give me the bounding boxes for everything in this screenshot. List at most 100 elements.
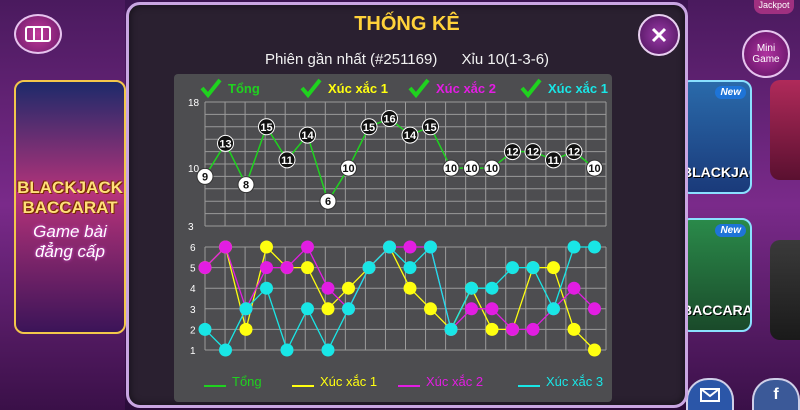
game-tile-partial[interactable] xyxy=(770,240,800,340)
total-point-label: 9 xyxy=(202,171,208,183)
total-y-tick-label: 3 xyxy=(188,222,194,233)
game-tile-blackjack[interactable]: New BLACKJACK xyxy=(680,80,752,194)
total-point-label: 16 xyxy=(383,114,395,126)
dice-y-tick-label: 6 xyxy=(190,243,196,254)
checkbox-checked-icon xyxy=(200,78,222,98)
legend-item-tong: Tổng xyxy=(204,374,262,389)
session-id: (#251169) xyxy=(370,51,438,68)
legend-toggles: Tổng Xúc xắc 1 Xúc xắc 2 Xúc xắc 1 xyxy=(174,78,612,100)
dice-point-1 xyxy=(342,281,355,295)
legend-toggle-dice-1[interactable]: Xúc xắc 1 xyxy=(300,78,388,98)
legend-toggle-tong[interactable]: Tổng xyxy=(200,78,260,98)
total-point xyxy=(217,134,234,152)
dice-point-2 xyxy=(198,261,212,275)
dice-point-3 xyxy=(403,261,417,275)
dice-point-2 xyxy=(301,240,314,254)
legend-toggle-dice-2[interactable]: Xúc xắc 2 xyxy=(408,78,496,98)
dice-point-1 xyxy=(485,322,499,336)
jackpot-tab[interactable]: Jackpot xyxy=(754,0,794,14)
dice-point-2 xyxy=(506,322,519,336)
promo-line-3: Game bài xyxy=(33,222,107,241)
dice-point-2 xyxy=(465,302,478,316)
dice-point-2 xyxy=(588,302,601,316)
dice-point-1 xyxy=(260,240,273,254)
dice-point-3 xyxy=(198,322,212,336)
dice-point-3 xyxy=(280,343,294,357)
dice-point-2 xyxy=(321,281,335,295)
checkbox-checked-icon xyxy=(520,78,542,98)
game-tile-baccarat[interactable]: New BACCARAT xyxy=(680,218,752,332)
dice-point-1 xyxy=(403,281,417,295)
close-button[interactable] xyxy=(638,14,680,56)
promo-line-4: đẳng cấp xyxy=(35,242,105,261)
total-point xyxy=(258,118,275,136)
total-point xyxy=(442,159,460,177)
total-point-label: 8 xyxy=(243,180,249,192)
game-tile-partial[interactable] xyxy=(770,80,800,180)
total-point xyxy=(586,159,603,177)
total-point xyxy=(381,110,398,128)
facebook-icon: f xyxy=(773,386,779,403)
total-point xyxy=(360,118,378,136)
dice-point-1 xyxy=(239,322,253,336)
dice-point-1 xyxy=(321,302,335,316)
dice-point-3 xyxy=(219,343,232,357)
dice-point-3 xyxy=(485,281,499,295)
total-point-label: 15 xyxy=(363,122,375,134)
dice-point-3 xyxy=(342,302,355,316)
total-point-label: 10 xyxy=(465,163,477,175)
legend-swatch xyxy=(518,384,540,387)
mail-button[interactable] xyxy=(686,378,734,410)
total-point xyxy=(278,151,296,169)
promo-line-1: BLACKJACK xyxy=(17,178,123,197)
dice-point-3 xyxy=(383,240,396,254)
dice-point-2 xyxy=(485,302,499,316)
dice-y-tick-label: 4 xyxy=(190,284,196,295)
legend-label: Tổng xyxy=(228,80,260,96)
total-point-label: 15 xyxy=(260,122,272,134)
mail-icon xyxy=(700,388,720,402)
total-y-tick-label: 10. xyxy=(188,164,202,175)
dice-y-tick-label: 3 xyxy=(190,305,196,316)
legend-item-dice-2: Xúc xắc 2 xyxy=(398,374,483,389)
legend-swatch xyxy=(398,384,420,387)
total-point xyxy=(483,159,501,177)
dialog-title: THỐNG KÊ xyxy=(354,13,460,35)
legend-swatch xyxy=(204,384,226,387)
legend-swatch xyxy=(292,384,314,387)
dice-point-3 xyxy=(444,322,458,336)
checkbox-checked-icon xyxy=(408,78,430,98)
mini-game-button[interactable]: Mini Game xyxy=(742,30,790,78)
dice-point-2 xyxy=(260,261,273,275)
legend-label: Xúc xắc 2 xyxy=(436,80,496,96)
total-point xyxy=(565,143,583,161)
new-badge: New xyxy=(715,224,746,237)
legend-item-dice-3: Xúc xắc 3 xyxy=(518,374,603,389)
dice-point-3 xyxy=(547,302,560,316)
promo-banner-blackjack-baccarat[interactable]: BLACKJACK BACCARAT Game bài đẳng cấp xyxy=(14,80,126,334)
menu-button[interactable] xyxy=(14,14,62,54)
dice-point-1 xyxy=(588,343,601,357)
legend-label: Xúc xắc 3 xyxy=(546,374,604,389)
dice-point-1 xyxy=(547,261,560,275)
close-icon xyxy=(651,27,667,43)
total-point-label: 14 xyxy=(404,130,417,142)
dice-point-3 xyxy=(321,343,335,357)
dice-point-1 xyxy=(301,261,314,275)
dice-point-1 xyxy=(567,322,581,336)
facebook-button[interactable]: f xyxy=(752,378,800,410)
total-point-label: 6 xyxy=(325,196,331,208)
session-result: Xỉu 10(1-3-6) xyxy=(461,51,550,68)
dice-point-2 xyxy=(567,281,581,295)
dice-y-tick-label: 1 xyxy=(190,346,196,357)
total-point-label: 12 xyxy=(527,147,539,159)
checkbox-checked-icon xyxy=(300,78,322,98)
legend-toggle-dice-3[interactable]: Xúc xắc 1 xyxy=(520,78,608,98)
dice-point-2 xyxy=(280,261,294,275)
tile-title: BACCARAT xyxy=(682,302,752,318)
total-point xyxy=(299,126,316,144)
dice-point-2 xyxy=(219,240,232,254)
total-point xyxy=(196,167,214,185)
dice-point-3 xyxy=(239,302,253,316)
total-point-label: 15 xyxy=(424,122,436,134)
